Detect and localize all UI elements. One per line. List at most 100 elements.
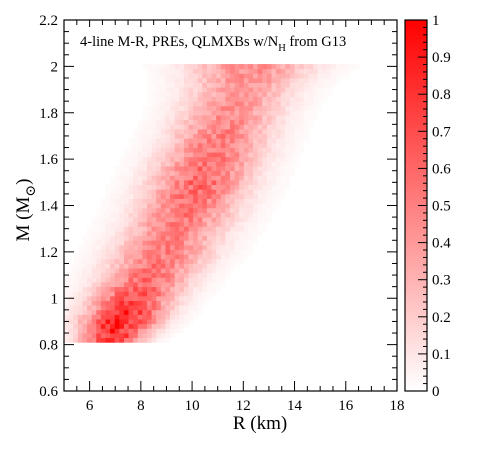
- heatmap-cell: [294, 110, 300, 116]
- heatmap-cell: [266, 77, 272, 84]
- heatmap-cell: [160, 138, 166, 144]
- heatmap-cell: [174, 128, 180, 135]
- heatmap-cell: [110, 254, 116, 260]
- heatmap-cell: [179, 82, 185, 88]
- heatmap-cell: [110, 272, 116, 278]
- heatmap-cell: [229, 193, 235, 199]
- heatmap-cell: [183, 231, 189, 237]
- heatmap-cell: [183, 240, 189, 246]
- heatmap-cell: [156, 124, 162, 130]
- heatmap-cell: [160, 166, 166, 172]
- heatmap-cell: [156, 309, 162, 315]
- heatmap-cell: [96, 277, 102, 283]
- heatmap-cell: [128, 189, 134, 195]
- heatmap-cell: [96, 328, 102, 334]
- heatmap-cell: [239, 77, 245, 84]
- heatmap-cell: [137, 170, 143, 176]
- heatmap-cell: [262, 91, 268, 97]
- heatmap-cell: [262, 105, 268, 111]
- heatmap-cell: [211, 161, 217, 167]
- heatmap-cell: [211, 87, 217, 93]
- heatmap-cell: [119, 193, 125, 199]
- heatmap-cell: [174, 231, 180, 237]
- heatmap-cell: [211, 231, 217, 237]
- heatmap-cell: [142, 119, 148, 125]
- heatmap-cell: [299, 138, 305, 144]
- heatmap-cell: [77, 258, 83, 264]
- heatmap-cell: [216, 235, 222, 241]
- heatmap-cell: [216, 217, 222, 223]
- heatmap-cell: [193, 207, 199, 213]
- heatmap-cell: [280, 115, 286, 121]
- heatmap-cell: [151, 124, 157, 130]
- heatmap-cell: [142, 193, 148, 199]
- heatmap-cell: [179, 217, 185, 223]
- heatmap-cell: [82, 314, 88, 320]
- heatmap-cell: [266, 156, 272, 162]
- heatmap-cell: [197, 124, 203, 130]
- heatmap-cell: [105, 333, 111, 339]
- heatmap-cell: [110, 235, 116, 241]
- heatmap-cell: [234, 64, 240, 70]
- heatmap-cell: [229, 156, 235, 162]
- heatmap-cell: [96, 212, 102, 218]
- heatmap-cell: [133, 249, 139, 255]
- heatmap-cell: [234, 110, 240, 116]
- heatmap-cell: [271, 73, 277, 79]
- heatmap-cell: [193, 193, 199, 199]
- heatmap-cell: [211, 193, 217, 199]
- heatmap-cell: [165, 91, 171, 97]
- heatmap-cell: [211, 128, 217, 135]
- heatmap-cell: [133, 212, 139, 218]
- heatmap-cell: [285, 101, 291, 107]
- heatmap-cell: [239, 152, 245, 158]
- heatmap-cell: [123, 170, 129, 176]
- heatmap-cell: [211, 221, 217, 227]
- heatmap-cell: [289, 147, 295, 153]
- heatmap-cell: [137, 323, 143, 329]
- heatmap-cell: [165, 323, 171, 329]
- heatmap-cell: [197, 142, 203, 148]
- heatmap-cell: [220, 212, 226, 218]
- heatmap-cell: [266, 101, 272, 107]
- heatmap-cell: [262, 221, 268, 227]
- heatmap-cell: [170, 166, 176, 172]
- heatmap-cell: [146, 212, 152, 218]
- heatmap-cell: [206, 189, 212, 195]
- heatmap-cell: [142, 212, 148, 218]
- heatmap-cell: [82, 240, 88, 246]
- heatmap-cell: [202, 166, 208, 172]
- heatmap-cell: [197, 179, 203, 186]
- heatmap-cell: [123, 240, 129, 246]
- heatmap-cell: [188, 291, 194, 297]
- heatmap-cell: [146, 207, 152, 213]
- heatmap-cell: [170, 249, 176, 255]
- heatmap-cell: [220, 198, 226, 204]
- heatmap-cell: [105, 328, 111, 334]
- heatmap-cell: [123, 231, 129, 237]
- heatmap-cell: [174, 277, 180, 283]
- x-tick-label: 10: [185, 398, 200, 414]
- heatmap-cell: [146, 314, 152, 320]
- heatmap-cell: [243, 254, 249, 260]
- heatmap-cell: [229, 179, 235, 186]
- heatmap-cell: [119, 249, 125, 255]
- heatmap-cell: [170, 101, 176, 107]
- heatmap-cell: [322, 73, 328, 79]
- heatmap-cell: [68, 309, 74, 315]
- heatmap-cell: [188, 189, 194, 195]
- heatmap-cell: [119, 217, 125, 223]
- heatmap-cell: [160, 249, 166, 255]
- heatmap-cell: [202, 193, 208, 199]
- heatmap-cell: [119, 319, 125, 325]
- heatmap-cell: [253, 161, 259, 167]
- heatmap-cell: [289, 91, 295, 97]
- heatmap-cell: [229, 207, 235, 213]
- heatmap-cell: [294, 96, 300, 102]
- heatmap-cell: [234, 138, 240, 144]
- heatmap-cell: [77, 333, 83, 339]
- heatmap-cell: [128, 152, 134, 158]
- heatmap-cell: [271, 193, 277, 199]
- heatmap-cell: [183, 217, 189, 223]
- heatmap-cell: [146, 240, 152, 246]
